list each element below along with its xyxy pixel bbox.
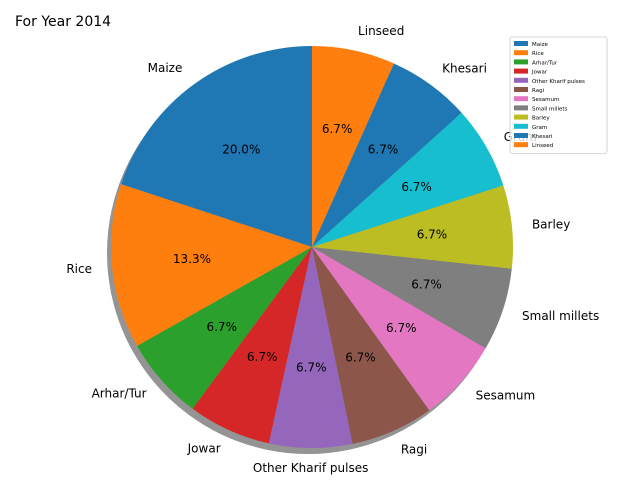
percent-label-maize: 20.0% — [222, 142, 260, 156]
category-label-arhar-tur: Arhar/Tur — [92, 387, 147, 401]
slice-linseed — [312, 46, 394, 247]
legend-label-khesari: Khesari — [532, 134, 553, 140]
legend-swatch-linseed — [514, 142, 528, 148]
percent-label-khesari: 6.7% — [368, 143, 399, 157]
percent-label-linseed: 6.7% — [322, 122, 353, 136]
percent-label-small-millets: 6.7% — [411, 278, 442, 292]
legend-swatch-barley — [514, 114, 528, 120]
chart-title: For Year 2014 — [15, 14, 111, 30]
legend-label-barley: Barley — [532, 116, 550, 122]
slice-barley — [312, 185, 513, 269]
percent-label-rice: 13.3% — [173, 252, 211, 266]
percent-label-sesamum: 6.7% — [386, 321, 417, 335]
pie-percent-labels: 20.0% 13.3% 6.7% 6.7% 6.7% 6.7% 6.7% 6.7% 6.7% 6.… — [173, 122, 447, 375]
legend: Maize Rice Arhar/Tur Jowar Other Kharif puls… — [509, 36, 608, 154]
legend-swatch-jowar — [514, 68, 528, 74]
legend-label-sesamum: Sesamum — [532, 97, 559, 103]
legend-swatch-rice — [514, 50, 528, 56]
category-label-sesamum: Sesamum — [476, 389, 536, 403]
legend-label-linseed: Linseed — [532, 143, 553, 149]
category-label-khesari: Khesari — [442, 61, 487, 75]
legend-label-maize: Maize — [532, 42, 549, 48]
category-label-maize: Maize — [148, 61, 183, 75]
category-label-barley: Barley — [532, 218, 570, 232]
percent-label-gram: 6.7% — [401, 180, 432, 194]
legend-swatch-arhar-tur — [514, 59, 528, 65]
legend-label-other-kharif-pulses: Other Kharif pulses — [532, 79, 585, 85]
slice-rice — [110, 184, 312, 347]
slice-khesari — [312, 63, 462, 248]
legend-label-arhar-tur: Arhar/Tur — [532, 60, 558, 66]
percent-label-barley: 6.7% — [417, 228, 448, 242]
slice-arhar-tur — [137, 247, 312, 409]
legend-swatch-gram — [514, 123, 528, 129]
category-label-linseed: Linseed — [358, 24, 404, 38]
category-label-jowar: Jowar — [187, 441, 221, 455]
slice-sesamum — [312, 247, 486, 411]
pie-slices — [110, 46, 513, 448]
pie-category-labels: Maize Rice Arhar/Tur Jowar Other Kharif puls… — [66, 24, 599, 475]
percent-label-ragi: 6.7% — [345, 350, 376, 364]
slice-maize — [121, 46, 312, 247]
legend-label-ragi: Ragi — [532, 88, 545, 94]
category-label-small-millets: Small millets — [522, 309, 599, 323]
legend-swatch-other-kharif-pulses — [514, 77, 528, 83]
legend-frame — [509, 36, 608, 154]
category-label-other-kharif-pulses: Other Kharif pulses — [253, 461, 368, 475]
category-label-rice: Rice — [66, 262, 92, 276]
legend-label-gram: Gram — [532, 125, 547, 131]
percent-label-arhar-tur: 6.7% — [206, 320, 237, 334]
legend-label-small-millets: Small millets — [532, 106, 568, 112]
legend-swatch-maize — [514, 41, 528, 46]
legend-swatch-sesamum — [514, 96, 528, 102]
category-label-ragi: Ragi — [401, 442, 427, 456]
percent-label-jowar: 6.7% — [247, 350, 278, 364]
legend-label-jowar: Jowar — [531, 70, 548, 76]
slice-small-millets — [312, 247, 512, 349]
slice-jowar — [192, 247, 312, 444]
slice-ragi — [312, 247, 430, 444]
legend-swatch-small-millets — [514, 105, 528, 111]
legend-swatch-ragi — [514, 87, 528, 92]
slice-other-kharif-pulses — [268, 247, 353, 448]
slice-gram — [312, 112, 504, 248]
percent-label-other-kharif-pulses: 6.7% — [296, 361, 327, 375]
legend-label-rice: Rice — [532, 51, 544, 57]
legend-swatch-khesari — [514, 133, 528, 138]
